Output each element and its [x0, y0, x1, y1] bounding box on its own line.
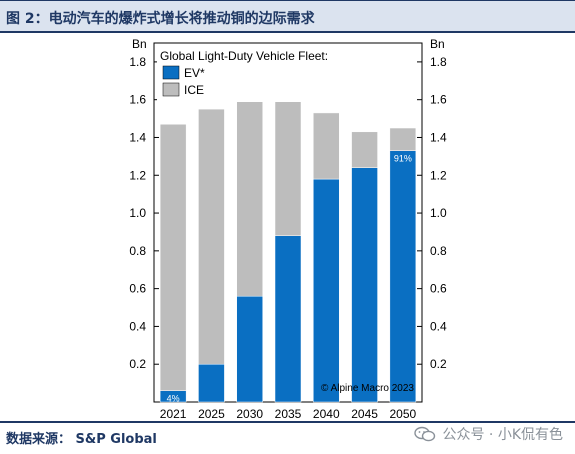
x-tick-label: 2030 — [236, 407, 263, 421]
right-tick-label: 1.4 — [430, 130, 447, 144]
left-y-axis: 0.2 0.4 0.6 0.8 1.0 1.2 1.4 1.6 1.8 — [129, 55, 159, 371]
right-tick-label: 1.2 — [430, 168, 447, 182]
ice-bar — [274, 80, 302, 236]
figure-header: 图 2：电动汽车的爆炸式增长将推动铜的边际需求 — [0, 0, 575, 32]
vehicle-fleet-chart: 0.2 0.4 0.6 0.8 1.0 1.2 1.4 1.6 1.8 0.2 0.4 0.6 0.8… — [129, 37, 447, 421]
ice-bar — [198, 108, 225, 365]
wechat-icon — [414, 426, 436, 442]
ev-bar — [236, 295, 263, 403]
right-tick-label: 1.6 — [430, 93, 447, 107]
figure-title: 图 2：电动汽车的爆炸式增长将推动铜的边际需求 — [6, 11, 315, 27]
right-tick-label: 1.0 — [430, 206, 447, 220]
ice-bar — [236, 80, 263, 297]
legend-label-ev: EV* — [184, 66, 205, 80]
right-tick-label: 0.4 — [430, 319, 447, 333]
ice-bar — [313, 112, 340, 180]
legend: Global Light-Duty Vehicle Fleet: EV* ICE — [157, 46, 331, 102]
ev-bar — [274, 235, 302, 403]
x-tick-label: 2050 — [390, 407, 417, 421]
x-tick-label: 2040 — [313, 407, 340, 421]
left-y-axis-unit: Bn — [132, 37, 147, 51]
footer-divider — [0, 421, 575, 423]
ev-share-label: 4% — [167, 394, 180, 404]
left-tick-label: 1.6 — [129, 93, 146, 107]
right-tick-label: 0.8 — [430, 244, 447, 258]
ev-bar — [198, 363, 225, 403]
watermark: 公众号 · 小K侃有色 — [414, 424, 563, 444]
left-tick-label: 1.0 — [129, 206, 146, 220]
left-tick-label: 1.4 — [129, 130, 146, 144]
right-tick-label: 0.6 — [430, 282, 447, 296]
x-tick-label: 2021 — [160, 407, 187, 421]
left-tick-label: 0.2 — [129, 357, 146, 371]
x-tick-label: 2035 — [275, 407, 302, 421]
ev-share-label: 91% — [394, 154, 412, 164]
legend-swatch-ev — [162, 65, 180, 80]
x-tick-label: 2045 — [351, 407, 378, 421]
right-y-axis: 0.2 0.4 0.6 0.8 1.0 1.2 1.4 1.6 1.8 — [417, 55, 447, 371]
legend-swatch-ice — [162, 82, 180, 97]
left-tick-label: 0.8 — [129, 244, 146, 258]
x-axis-labels: 2021 2025 2030 2035 2040 2045 2050 — [160, 407, 417, 421]
right-tick-label: 0.2 — [430, 357, 447, 371]
legend-title: Global Light-Duty Vehicle Fleet: — [160, 49, 328, 63]
ice-bar — [389, 127, 417, 151]
header-divider — [0, 31, 575, 33]
left-tick-label: 1.2 — [129, 168, 146, 182]
ice-bar — [159, 123, 187, 391]
right-y-axis-unit: Bn — [430, 37, 445, 51]
legend-label-ice: ICE — [184, 83, 204, 97]
ev-bar — [351, 167, 378, 403]
left-tick-label: 0.6 — [129, 282, 146, 296]
data-source: 数据来源： S&P Global — [6, 432, 157, 447]
watermark-text: 公众号 · 小K侃有色 — [442, 427, 563, 443]
x-tick-label: 2025 — [198, 407, 225, 421]
left-tick-label: 1.8 — [129, 55, 146, 69]
bar-group: 4% 91% — [159, 80, 417, 404]
legend-box — [157, 46, 331, 102]
ev-bar — [313, 178, 340, 403]
copyright-annotation: © Alpine Macro 2023 — [321, 383, 414, 394]
ev-bar — [389, 150, 417, 403]
ice-bar — [351, 131, 378, 168]
right-tick-label: 1.8 — [430, 55, 447, 69]
left-tick-label: 0.4 — [129, 319, 146, 333]
